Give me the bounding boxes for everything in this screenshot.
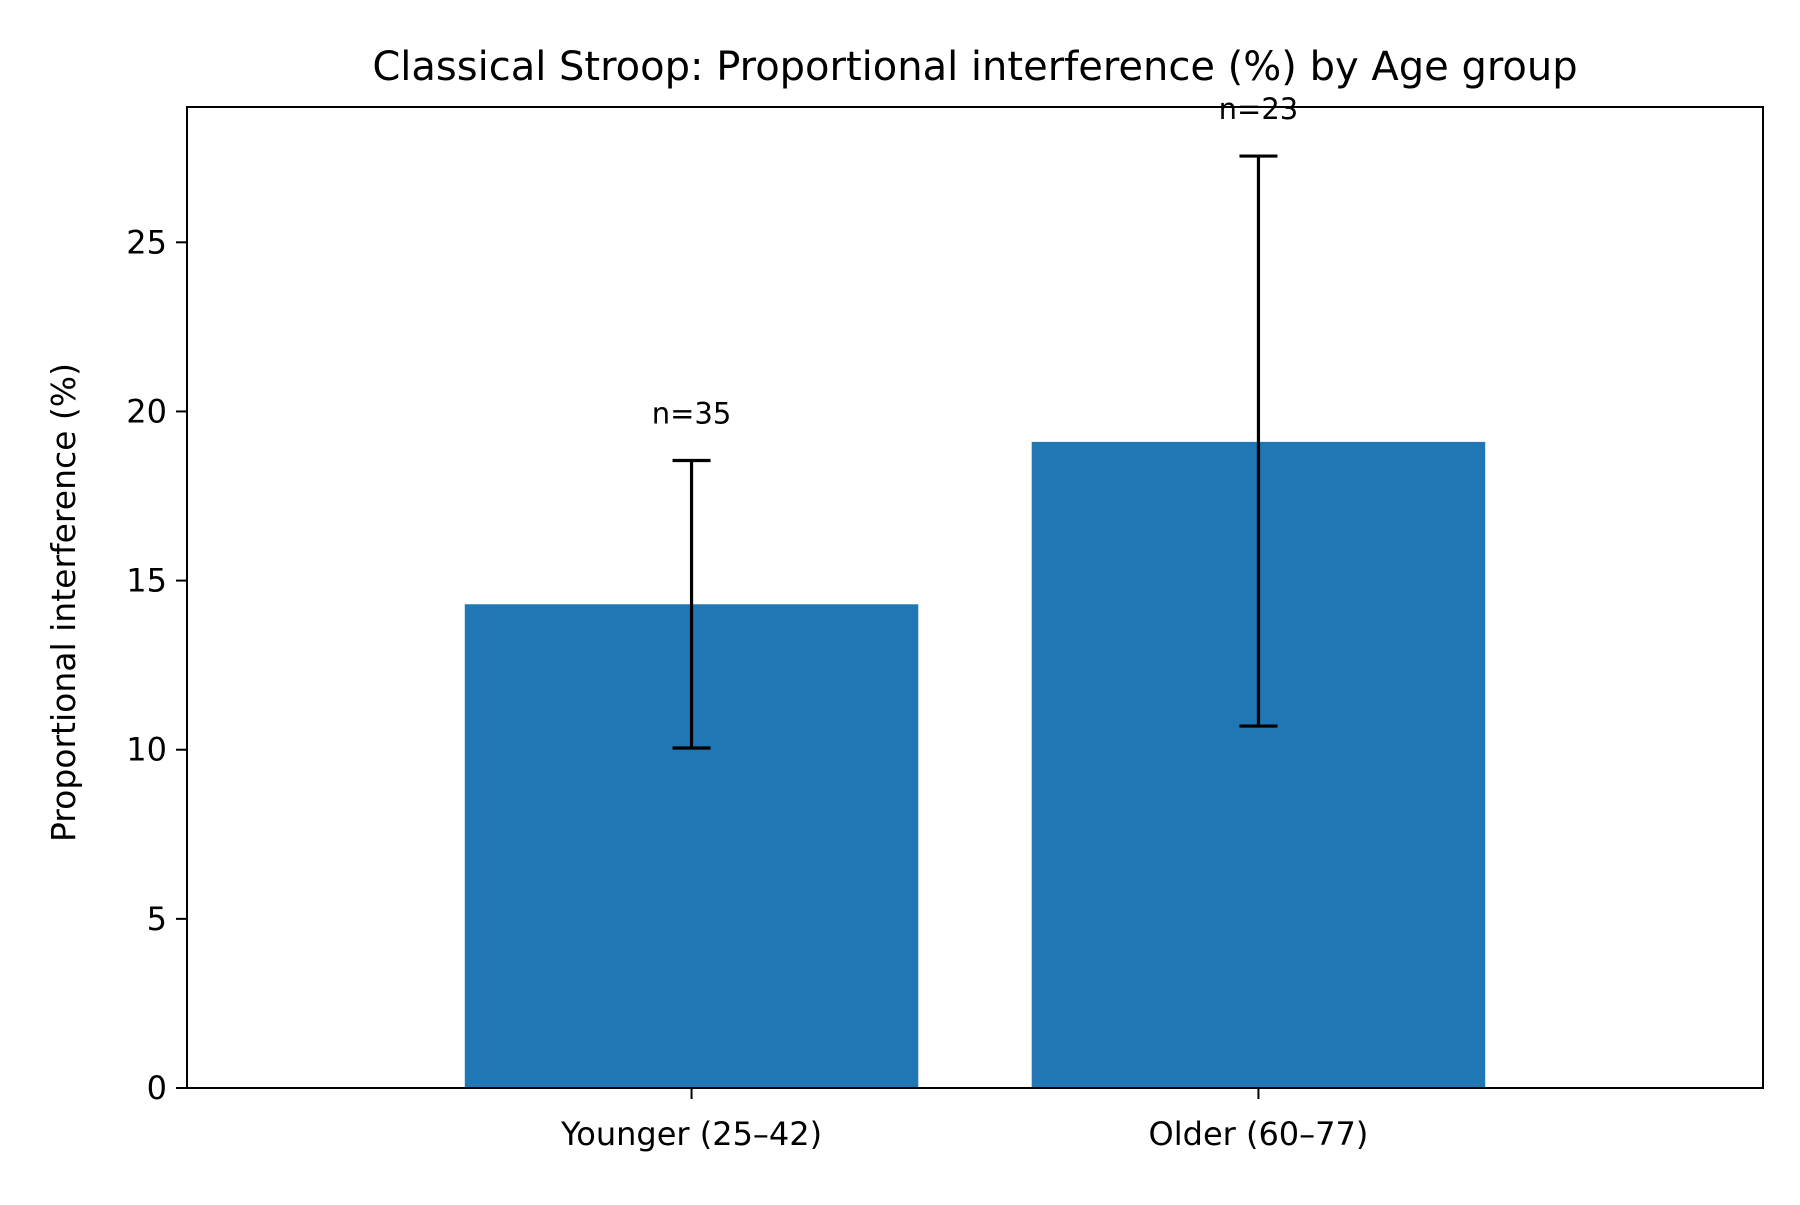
- y-tick-label: 0: [147, 1069, 167, 1107]
- y-tick-label: 15: [126, 562, 167, 600]
- y-axis-label: Proportional interference (%): [44, 363, 83, 842]
- annotations-layer: n=35 n=23: [652, 92, 1299, 430]
- chart-title: Classical Stroop: Proportional interfere…: [372, 44, 1577, 90]
- y-tick-label: 20: [126, 392, 167, 430]
- error-bars-layer: [672, 154, 1278, 750]
- y-tick-label: 5: [147, 900, 167, 938]
- x-tick-label: Younger (25–42): [560, 1115, 822, 1153]
- x-axis-ticks: Younger (25–42) Older (60–77): [560, 1088, 1368, 1153]
- sample-size-label: n=23: [1219, 92, 1299, 126]
- y-axis-ticks: 0 5 10 15 20 25: [126, 223, 187, 1107]
- error-bar-2: [1239, 154, 1278, 728]
- y-tick-label: 10: [126, 731, 167, 769]
- y-tick-label: 25: [126, 223, 167, 261]
- x-tick-label: Older (60–77): [1149, 1115, 1369, 1153]
- error-bar-1: [672, 458, 711, 750]
- plot-area-frame: [186, 106, 1764, 1089]
- sample-size-label: n=35: [652, 396, 732, 430]
